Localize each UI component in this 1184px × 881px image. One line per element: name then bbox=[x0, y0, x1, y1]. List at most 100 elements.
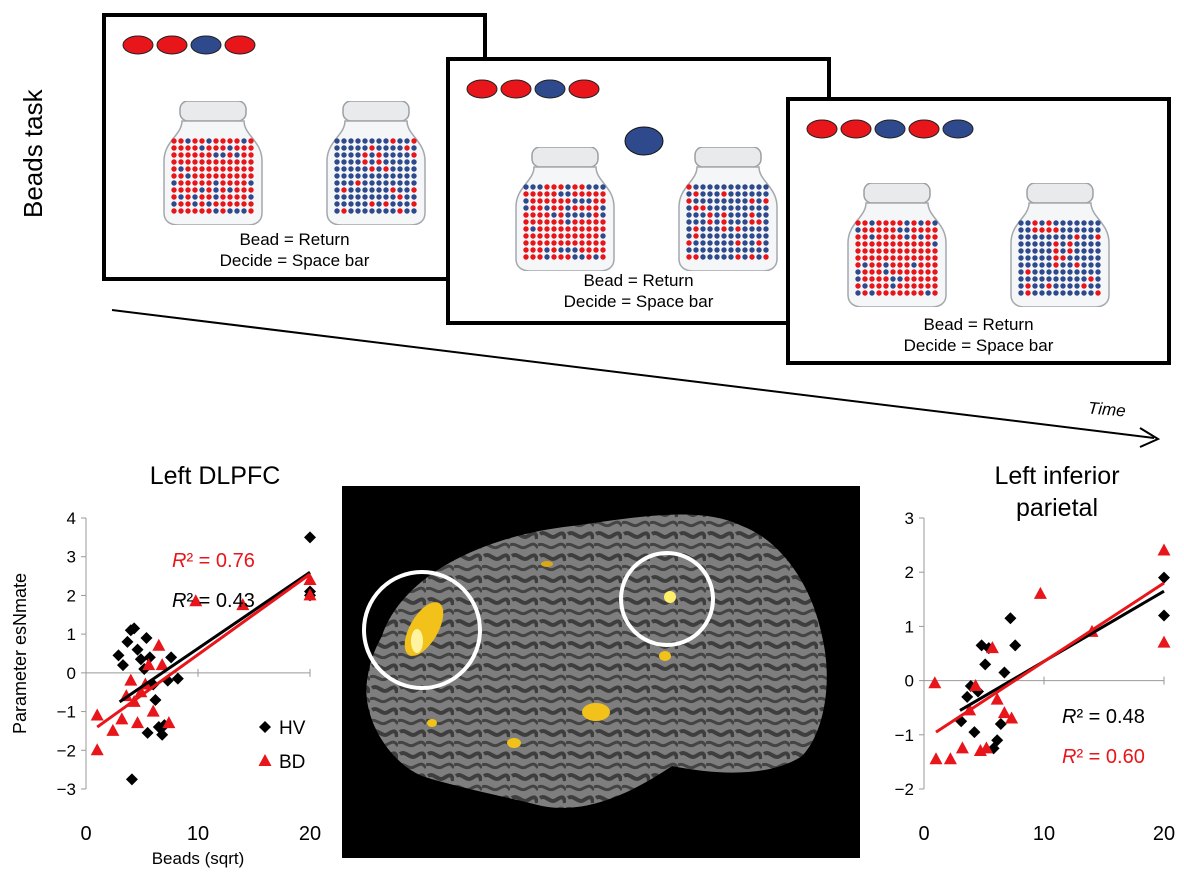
jar-bead bbox=[1053, 290, 1059, 296]
jar-bead bbox=[728, 212, 734, 218]
point-bd bbox=[997, 706, 1011, 719]
jar-bead bbox=[742, 219, 748, 225]
jar-bead bbox=[1088, 248, 1094, 254]
jar-bead bbox=[334, 159, 340, 165]
jar-bead bbox=[897, 248, 903, 254]
jar-bead bbox=[586, 191, 592, 197]
jar-bead bbox=[234, 208, 240, 214]
jar-bead bbox=[369, 159, 375, 165]
jar-bead bbox=[404, 173, 410, 179]
jar-bead bbox=[763, 184, 769, 190]
y-tick-label: 2 bbox=[905, 563, 914, 582]
jar-bead bbox=[593, 212, 599, 218]
jar-bead bbox=[362, 152, 368, 158]
point-hv bbox=[1004, 612, 1017, 625]
point-hv bbox=[998, 666, 1011, 679]
jar-bead bbox=[1039, 276, 1045, 282]
jar-bead bbox=[544, 219, 550, 225]
jar-bead bbox=[551, 205, 557, 211]
jar-bead bbox=[911, 290, 917, 296]
jar-bead bbox=[411, 166, 417, 172]
jar-bead bbox=[600, 240, 606, 246]
point-bd bbox=[929, 752, 943, 765]
jar-bead bbox=[551, 233, 557, 239]
y-tick-label: 0 bbox=[67, 664, 76, 683]
jar-bead bbox=[728, 254, 734, 260]
jar-bead bbox=[1039, 290, 1045, 296]
jar-bead bbox=[530, 254, 536, 260]
jar-bead bbox=[397, 194, 403, 200]
jar-bead bbox=[869, 234, 875, 240]
jar-bead bbox=[735, 219, 741, 225]
jar-bead bbox=[1067, 283, 1073, 289]
jar-bead bbox=[1074, 262, 1080, 268]
jar-bead bbox=[355, 187, 361, 193]
jar-bead bbox=[693, 191, 699, 197]
jar-bead bbox=[756, 205, 762, 211]
jar-bead bbox=[530, 233, 536, 239]
jar-bead bbox=[234, 194, 240, 200]
jar-bead bbox=[1088, 255, 1094, 261]
jar-bead bbox=[735, 198, 741, 204]
jar-bead bbox=[537, 184, 543, 190]
jar-bead bbox=[911, 262, 917, 268]
jar-bead bbox=[1067, 227, 1073, 233]
jar-bead bbox=[1039, 241, 1045, 247]
jar-bead bbox=[220, 173, 226, 179]
jar-bead bbox=[376, 138, 382, 144]
jar-bead bbox=[918, 248, 924, 254]
jar-bead bbox=[742, 247, 748, 253]
jar-bead bbox=[1032, 220, 1038, 226]
jar-bead bbox=[551, 219, 557, 225]
jar-bead bbox=[530, 198, 536, 204]
jar-bead bbox=[572, 198, 578, 204]
jar-bead bbox=[234, 180, 240, 186]
jar-bead bbox=[1095, 262, 1101, 268]
jar-bead bbox=[171, 180, 177, 186]
jar-bead bbox=[1067, 269, 1073, 275]
jar-bead bbox=[1088, 220, 1094, 226]
jar-bead bbox=[404, 145, 410, 151]
jar-bead bbox=[171, 173, 177, 179]
jar-bead bbox=[362, 166, 368, 172]
jar-bead bbox=[707, 212, 713, 218]
point-bd bbox=[90, 743, 104, 756]
jar-bead bbox=[693, 240, 699, 246]
point-hv bbox=[171, 672, 184, 685]
point-bd bbox=[955, 741, 969, 754]
jar-bead bbox=[686, 184, 692, 190]
caption-bead: Bead = Return bbox=[583, 271, 694, 290]
jar-bead bbox=[925, 276, 931, 282]
jar-bead bbox=[348, 152, 354, 158]
jar-bead bbox=[855, 276, 861, 282]
fit-line-bd bbox=[96, 572, 311, 729]
y-tick-label: 3 bbox=[905, 509, 914, 528]
point-bd bbox=[1157, 635, 1171, 648]
jar-bead bbox=[1067, 262, 1073, 268]
jar-bead bbox=[735, 233, 741, 239]
point-hv bbox=[156, 728, 169, 741]
jar-bead bbox=[876, 241, 882, 247]
jar-bead bbox=[600, 247, 606, 253]
jar-bead bbox=[1081, 227, 1087, 233]
jar-bead bbox=[1018, 248, 1024, 254]
jar-bead bbox=[1074, 248, 1080, 254]
jar-bead bbox=[397, 159, 403, 165]
jar-bead bbox=[185, 166, 191, 172]
jar-bead bbox=[369, 208, 375, 214]
jar-bead bbox=[341, 180, 347, 186]
jar-bead bbox=[178, 194, 184, 200]
jar-bead bbox=[227, 173, 233, 179]
jar-bead bbox=[728, 226, 734, 232]
jar-bead bbox=[220, 145, 226, 151]
jar-bead bbox=[213, 201, 219, 207]
jar-bead bbox=[586, 240, 592, 246]
jar-bead bbox=[334, 201, 340, 207]
jar-bead bbox=[376, 201, 382, 207]
jar-bead bbox=[537, 191, 543, 197]
jar-bead bbox=[192, 201, 198, 207]
jar-bead bbox=[397, 180, 403, 186]
jar-bead bbox=[749, 184, 755, 190]
point-bd bbox=[969, 679, 983, 692]
